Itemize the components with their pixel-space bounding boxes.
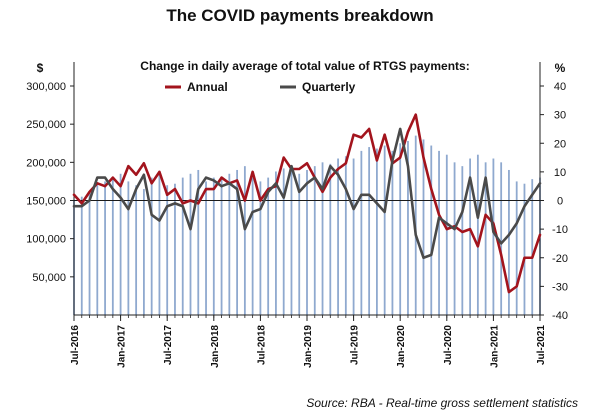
bar — [259, 181, 262, 315]
bar — [453, 162, 456, 315]
bar — [111, 177, 114, 315]
right-tick-label: 10 — [554, 167, 566, 179]
bar — [236, 169, 238, 315]
annual-line — [72, 113, 542, 294]
bar — [476, 154, 479, 315]
bar — [181, 177, 184, 315]
bar — [197, 169, 200, 315]
bar — [158, 173, 161, 315]
bar — [500, 162, 503, 315]
bar — [445, 154, 448, 315]
bar — [298, 173, 301, 315]
right-tick-label: 20 — [554, 138, 566, 150]
bar — [150, 177, 153, 315]
bar — [135, 185, 138, 315]
bar — [508, 169, 510, 315]
x-tick-label: Jul-2021 — [536, 325, 547, 365]
bar — [515, 181, 518, 315]
right-tick-label: 30 — [554, 110, 566, 122]
bar — [383, 145, 386, 315]
chart-axes — [70, 62, 544, 321]
bar — [438, 150, 440, 315]
x-tick-label: Jul-2020 — [443, 325, 454, 365]
bar — [174, 183, 176, 315]
right-tick-label: 40 — [554, 81, 566, 93]
left-tick-label: 250,000 — [26, 119, 66, 131]
bar — [523, 183, 526, 315]
bar — [306, 169, 308, 315]
bar — [104, 181, 106, 315]
bar — [127, 181, 130, 315]
line-series — [72, 113, 542, 294]
left-tick-label: 100,000 — [26, 234, 66, 246]
bar — [461, 166, 464, 315]
bar — [492, 158, 495, 315]
bar — [368, 147, 371, 315]
bar — [376, 148, 378, 315]
right-tick-label: -20 — [552, 253, 568, 265]
bar — [282, 168, 285, 315]
bar — [329, 163, 332, 315]
x-tick-label: Jul-2018 — [256, 325, 267, 365]
bar — [352, 158, 355, 315]
bar — [119, 173, 122, 315]
quarterly-line — [72, 127, 542, 260]
right-tick-label: -10 — [552, 224, 568, 236]
bar — [290, 166, 293, 315]
left-tick-label: 50,000 — [32, 272, 66, 284]
bar — [337, 158, 339, 315]
bar — [313, 166, 316, 315]
bar — [143, 189, 145, 315]
bar — [220, 179, 223, 315]
bar — [228, 173, 231, 315]
bar — [321, 162, 324, 315]
left-tick-label: 150,000 — [26, 196, 66, 208]
source-note: Source: RBA - Real-time gross settlement… — [306, 396, 578, 410]
chart-title: The COVID payments breakdown — [166, 6, 434, 25]
x-tick-label: Jan-2021 — [489, 325, 500, 368]
chart-subtitle: Change in daily average of total value o… — [140, 59, 469, 73]
bar — [205, 181, 207, 315]
right-tick-label: -30 — [552, 281, 568, 293]
x-tick-label: Jul-2017 — [163, 325, 174, 365]
bar — [243, 166, 246, 315]
bar — [407, 140, 409, 315]
bar — [96, 185, 99, 315]
legend-label-annual: Annual — [187, 80, 228, 94]
bar — [531, 179, 534, 315]
bar — [360, 150, 363, 315]
bar — [344, 156, 347, 315]
bar — [484, 162, 487, 315]
x-tick-label: Jul-2016 — [70, 325, 81, 365]
x-tick-label: Jan-2018 — [210, 325, 221, 368]
right-tick-label: -40 — [552, 310, 568, 322]
x-tick-label: Jan-2017 — [117, 325, 128, 368]
right-tick-label: 0 — [557, 196, 563, 208]
bar — [275, 171, 277, 315]
bar — [189, 173, 192, 315]
bar — [399, 143, 402, 315]
bar — [422, 139, 425, 315]
bar — [80, 196, 83, 315]
x-tick-label: Jan-2019 — [303, 325, 314, 368]
left-tick-label: 300,000 — [26, 81, 66, 93]
chart-legend: Annual Quarterly — [165, 80, 356, 94]
legend-label-quarterly: Quarterly — [302, 80, 356, 94]
bar — [212, 177, 215, 315]
bar — [267, 177, 270, 315]
x-tick-label: Jul-2019 — [350, 325, 361, 365]
axis-labels: 50,000 100,000 150,000 200,000 250,000 300,00… — [26, 59, 568, 368]
bar — [166, 185, 169, 315]
x-tick-label: Jan-2020 — [396, 325, 407, 368]
left-tick-label: 200,000 — [26, 157, 66, 169]
bar — [391, 150, 394, 315]
bar — [88, 192, 91, 315]
bar — [251, 177, 254, 315]
right-unit-label: % — [555, 61, 566, 75]
bar — [430, 145, 433, 315]
bar — [469, 158, 471, 315]
left-unit-label: $ — [37, 61, 44, 75]
